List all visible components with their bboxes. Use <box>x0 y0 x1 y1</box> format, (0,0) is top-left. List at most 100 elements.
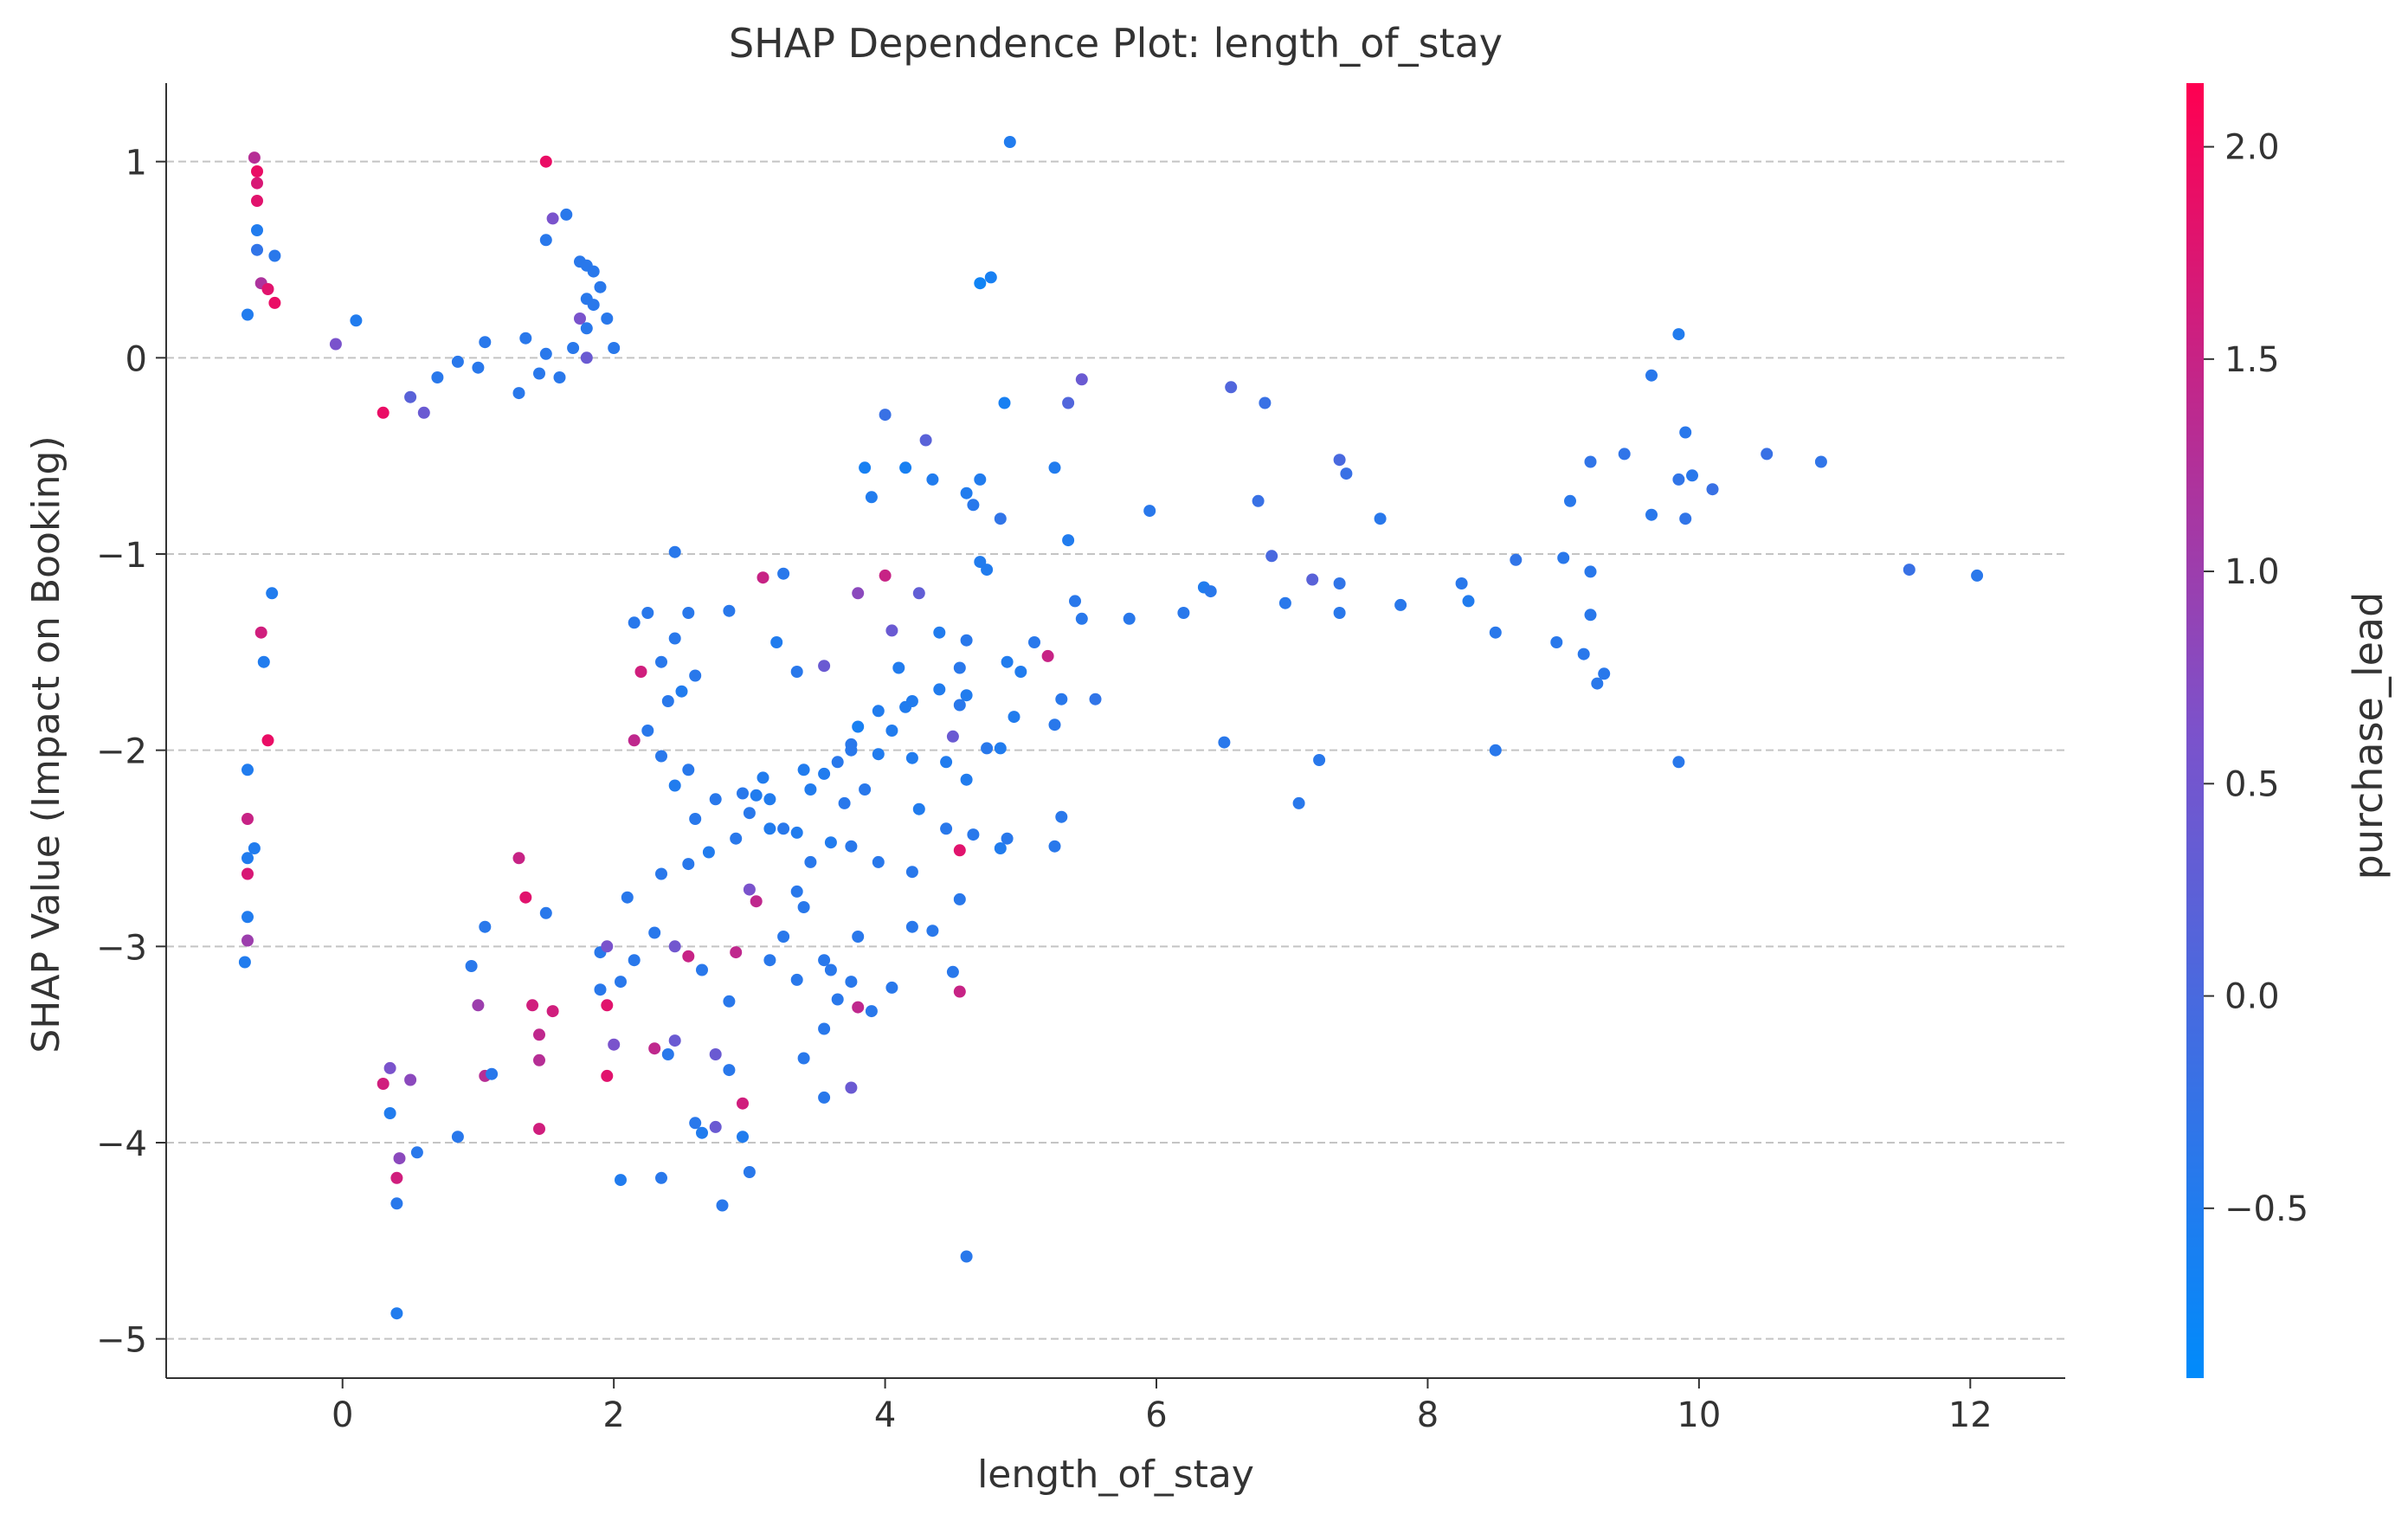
y-tick-label: 1 <box>126 144 147 184</box>
scatter-point <box>241 813 254 825</box>
y-axis-label: SHAP Value (Impact on Booking) <box>24 435 68 1053</box>
scatter-point <box>845 1081 858 1094</box>
colorbar-tick-label: −0.5 <box>2225 1189 2308 1229</box>
scatter-point <box>1055 810 1068 823</box>
scatter-point <box>546 212 559 225</box>
scatter-point <box>994 842 1007 854</box>
scatter-point <box>790 973 803 986</box>
scatter-point <box>750 895 763 908</box>
scatter-point <box>824 836 837 849</box>
scatter-point <box>872 705 885 718</box>
scatter-point <box>967 499 980 512</box>
scatter-point <box>1123 612 1136 625</box>
scatter-point <box>546 1005 559 1018</box>
scatter-point <box>1510 553 1523 566</box>
scatter-point <box>709 1120 722 1133</box>
scatter-point <box>981 742 994 755</box>
scatter-point <box>241 308 254 321</box>
scatter-point <box>953 699 966 712</box>
scatter-point <box>885 981 898 994</box>
scatter-point <box>390 1197 403 1210</box>
y-tick-label: −1 <box>96 536 147 576</box>
scatter-point <box>1062 396 1075 409</box>
scatter-point <box>899 700 912 713</box>
scatter-point <box>763 822 776 835</box>
scatter-point <box>641 725 654 737</box>
scatter-point <box>1672 473 1685 486</box>
scatter-point <box>696 1126 708 1139</box>
scatter-point <box>967 828 980 841</box>
scatter-point <box>960 689 973 702</box>
scatter-point <box>750 789 763 802</box>
x-tick-label: 12 <box>1948 1395 1993 1435</box>
scatter-point <box>655 867 667 880</box>
scatter-point <box>1292 796 1305 809</box>
scatter-point <box>689 813 702 825</box>
scatter-point <box>777 567 790 580</box>
scatter-point <box>1971 569 1984 582</box>
scatter-point <box>845 744 858 757</box>
scatter-point <box>1003 136 1016 148</box>
scatter-point <box>648 1042 661 1055</box>
scatter-point <box>1278 596 1291 609</box>
scatter-point <box>248 842 261 854</box>
scatter-point <box>608 1038 621 1051</box>
scatter-point <box>465 960 478 972</box>
scatter-point <box>1001 832 1014 845</box>
scatter-point <box>1008 711 1021 724</box>
scatter-point <box>702 846 715 859</box>
scatter-point <box>682 607 695 619</box>
scatter-point <box>1489 626 1502 639</box>
scatter-point <box>912 802 925 815</box>
scatter-point <box>574 312 586 325</box>
scatter-point <box>634 666 647 678</box>
scatter-point <box>404 1073 417 1086</box>
colorbar-tick-label: 1.5 <box>2225 340 2280 380</box>
scatter-point <box>709 793 722 806</box>
scatter-point <box>926 473 939 486</box>
scatter-point <box>377 406 390 419</box>
scatter-point <box>743 1166 756 1178</box>
scatter-point <box>852 1001 865 1014</box>
scatter-point <box>737 787 749 800</box>
scatter-point <box>512 387 525 400</box>
scatter-point <box>682 858 695 871</box>
scatter-point <box>1706 483 1719 496</box>
scatter-point <box>431 371 444 383</box>
scatter-point <box>852 720 865 733</box>
scatter-point <box>1143 505 1156 518</box>
scatter-point <box>594 983 607 996</box>
scatter-point <box>730 946 743 959</box>
scatter-point <box>567 342 580 354</box>
scatter-point <box>655 750 667 763</box>
scatter-point <box>1333 454 1346 467</box>
scatter-points <box>238 136 1984 1320</box>
scatter-point <box>818 1091 831 1104</box>
scatter-point <box>594 280 607 293</box>
scatter-point <box>1225 381 1238 394</box>
scatter-point <box>1686 469 1698 482</box>
scatter-point <box>1001 655 1014 668</box>
scatter-point <box>974 277 987 290</box>
y-tick-label: −4 <box>96 1124 147 1164</box>
scatter-point <box>770 636 783 648</box>
scatter-point <box>899 461 912 474</box>
scatter-point <box>1313 754 1326 766</box>
colorbar-label: purchase_lead <box>2345 592 2392 880</box>
y-tick-label: −5 <box>96 1321 147 1361</box>
scatter-point <box>1204 585 1217 598</box>
scatter-point <box>994 742 1007 755</box>
scatter-point <box>1340 467 1353 480</box>
scatter-point <box>1333 607 1346 619</box>
scatter-point <box>946 730 959 743</box>
scatter-point <box>818 660 831 673</box>
x-tick-label: 4 <box>874 1395 896 1435</box>
scatter-point <box>790 885 803 898</box>
scatter-point <box>251 165 263 177</box>
scatter-point <box>905 920 918 933</box>
scatter-point <box>743 807 756 820</box>
scatter-point <box>628 616 641 629</box>
scatter-point <box>268 296 281 309</box>
scatter-point <box>919 434 932 447</box>
